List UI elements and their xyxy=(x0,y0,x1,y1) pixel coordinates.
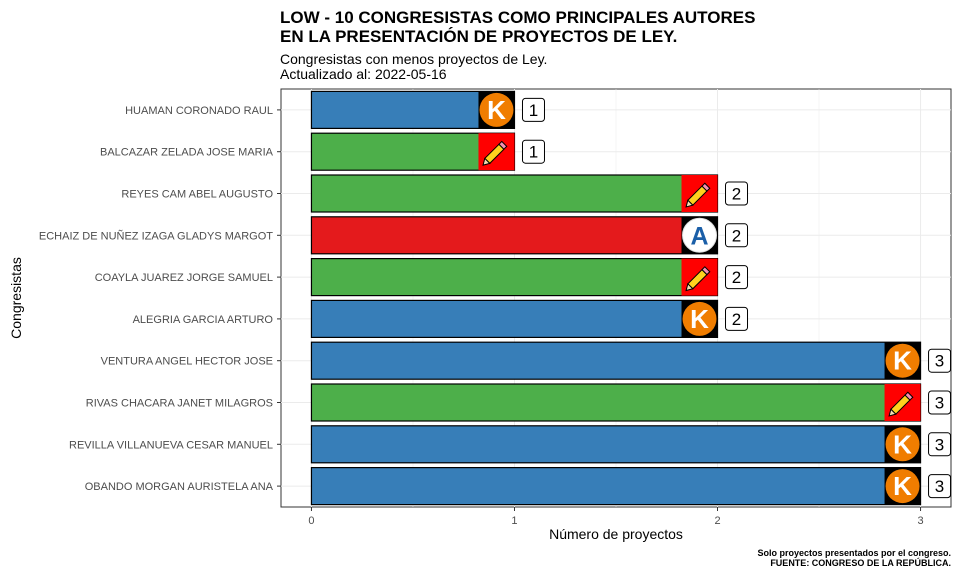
value-label-box xyxy=(928,348,952,373)
value-label: 3 xyxy=(935,477,944,496)
category-label: RIVAS CHACARA JANET MILAGROS xyxy=(86,398,273,410)
bar xyxy=(310,216,719,255)
category-labels: HUAMAN CORONADO RAUL BALCAZAR ZELADA JOSE… xyxy=(39,105,281,493)
logo-disc xyxy=(682,301,717,336)
value-label-box xyxy=(725,265,749,290)
k-logo-icon: K xyxy=(884,425,921,463)
logo-letter: A xyxy=(690,222,708,250)
category-label: BALCAZAR ZELADA JOSE MARIA xyxy=(100,147,274,159)
value-label: 1 xyxy=(529,101,538,120)
logo-disc xyxy=(885,427,920,462)
chart-title-line-2: EN LA PRESENTACIÓN DE PROYECTOS DE LEY. xyxy=(280,27,678,46)
logo-letter: K xyxy=(893,346,912,376)
bar xyxy=(310,258,719,297)
pencil-eraser xyxy=(701,266,711,276)
pencil-shape xyxy=(482,140,508,166)
bar xyxy=(310,425,922,464)
pencil-shape xyxy=(685,182,711,208)
pencil-tip xyxy=(482,157,491,166)
x-tick-label: 0 xyxy=(308,515,314,527)
category-label: HUAMAN CORONADO RAUL xyxy=(125,105,273,117)
x-tick-label: 2 xyxy=(714,515,720,527)
pencil-eraser xyxy=(904,391,914,401)
logo-disc xyxy=(682,217,718,253)
logo-letter: K xyxy=(893,471,912,501)
value-label: 3 xyxy=(935,394,944,413)
chart-subtitle: Congresistas con menos proyectos de Ley.… xyxy=(280,52,547,82)
value-label: 2 xyxy=(732,268,741,287)
value-label-box xyxy=(725,223,749,248)
pencil-logo-icon xyxy=(681,258,718,296)
k-logo-icon: K xyxy=(478,91,515,129)
value-label-box xyxy=(928,390,952,415)
value-label: 3 xyxy=(935,435,944,454)
k-logo-icon: K xyxy=(884,342,921,380)
value-label: 1 xyxy=(529,143,538,162)
value-label-box xyxy=(521,139,545,164)
bars: K 1 1 2 A 2 2 K 2 K 3 3 K 3 K 3 xyxy=(310,90,952,506)
category-label: ECHAIZ DE NUÑEZ IZAGA GLADYS MARGOT xyxy=(39,229,273,242)
caption-line-2: FUENTE: CONGRESO DE LA REPÚBLICA. xyxy=(770,558,951,568)
chart-subtitle-line-1: Congresistas con menos proyectos de Ley. xyxy=(280,51,548,67)
category-label: ALEGRIA GARCIA ARTURO xyxy=(133,314,274,326)
x-axis-label: Número de proyectos xyxy=(549,526,683,542)
chart-subtitle-line-2: Actualizado al: 2022-05-16 xyxy=(280,66,447,82)
pencil-shape xyxy=(888,391,914,417)
chart-title-line-1: LOW - 10 CONGRESISTAS COMO PRINCIPALES A… xyxy=(280,8,756,27)
caption-line-1: Solo proyectos presentados por el congre… xyxy=(757,548,951,558)
pencil-eraser xyxy=(498,140,508,150)
category-label: REVILLA VILLANUEVA CESAR MANUEL xyxy=(69,439,273,451)
pencil-tip xyxy=(685,199,694,208)
value-label-box xyxy=(928,474,952,499)
chart-caption: Solo proyectos presentados por el congre… xyxy=(757,548,951,568)
logo-disc xyxy=(479,92,514,127)
logo-letter: K xyxy=(690,304,709,334)
value-label-box xyxy=(725,181,749,206)
bar xyxy=(310,467,922,506)
pencil-logo-icon xyxy=(884,384,921,421)
bar xyxy=(310,383,922,422)
value-label: 3 xyxy=(935,352,944,371)
y-axis-label: Congresistas xyxy=(8,257,24,339)
pencil-eraser xyxy=(701,182,711,192)
a-logo-icon: A xyxy=(681,216,718,254)
bar xyxy=(310,299,719,338)
value-label-box xyxy=(521,97,545,122)
value-label: 2 xyxy=(732,185,741,204)
logo-letter: K xyxy=(893,429,912,459)
x-tick-label: 3 xyxy=(917,515,923,527)
pencil-tip xyxy=(685,282,694,292)
logo-disc xyxy=(885,469,920,504)
x-tick-label: 1 xyxy=(511,515,517,527)
bar xyxy=(310,174,719,213)
logo-letter: K xyxy=(487,95,506,125)
x-axis-ticks: 0 1 2 3 xyxy=(308,507,924,527)
category-label: COAYLA JUAREZ JORGE SAMUEL xyxy=(95,272,273,284)
category-label: REYES CAM ABEL AUGUSTO xyxy=(121,189,273,201)
value-label: 2 xyxy=(732,310,741,329)
pencil-logo-icon xyxy=(478,133,515,171)
category-label: VENTURA ANGEL HECTOR JOSE xyxy=(101,356,273,368)
value-label-box xyxy=(928,432,952,457)
pencil-tip xyxy=(888,408,897,417)
k-logo-icon: K xyxy=(884,467,921,505)
bar xyxy=(310,341,922,380)
value-label-box xyxy=(725,306,749,331)
k-logo-icon: K xyxy=(681,300,718,338)
value-label: 2 xyxy=(732,226,741,245)
logo-disc xyxy=(885,343,920,378)
chart-title: LOW - 10 CONGRESISTAS COMO PRINCIPALES A… xyxy=(280,8,755,46)
pencil-logo-icon xyxy=(681,175,718,212)
pencil-shape xyxy=(685,266,711,292)
category-label: OBANDO MORGAN AURISTELA ANA xyxy=(85,481,274,493)
